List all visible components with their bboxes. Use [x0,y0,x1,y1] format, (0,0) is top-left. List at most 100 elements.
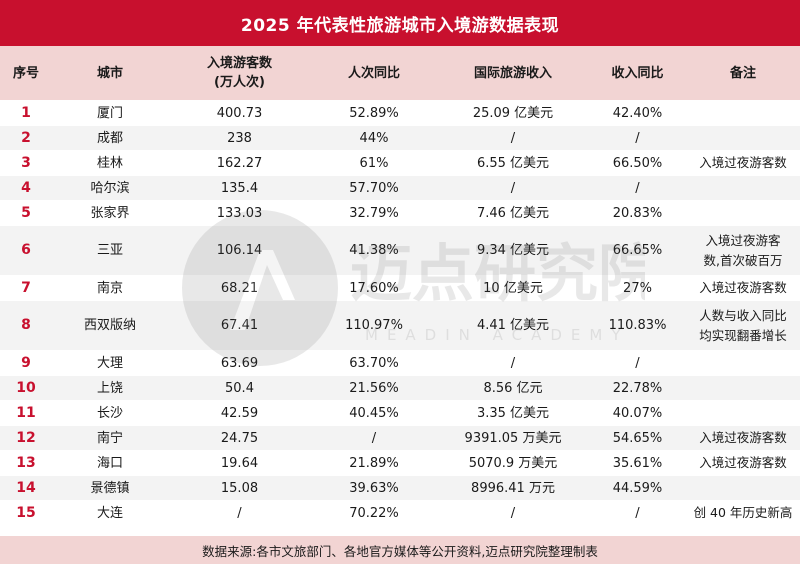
row-revenue-yoy: 22.78% [589,375,686,401]
row-revenue-yoy: 44.59% [589,475,686,501]
row-city: 厦门 [52,100,168,126]
row-revenue-yoy: 66.65% [589,225,686,276]
row-note [686,350,800,376]
row-revenue-yoy: 35.61% [589,450,686,476]
row-note: 创 40 年历史新高 [686,500,800,526]
row-arrivals-yoy: 61% [311,150,437,176]
row-rank: 15 [0,500,52,526]
header-row: 序号 城市 入境游客数 (万人次) 人次同比 国际旅游收入 收入同比 备注 [0,46,800,101]
row-revenue: 7.46 亿美元 [437,200,589,226]
row-arrivals-yoy: 32.79% [311,200,437,226]
row-revenue: 3.35 亿美元 [437,400,589,426]
row-revenue-yoy: 40.07% [589,400,686,426]
row-rank: 9 [0,350,52,376]
row-note-line2: 数,首次破百万 [703,252,783,268]
row-rank: 6 [0,225,52,276]
row-revenue-yoy: 54.65% [589,425,686,451]
row-arrivals: 106.14 [168,225,311,276]
row-arrivals-yoy: 40.45% [311,400,437,426]
row-rank: 1 [0,100,52,126]
row-revenue: 8.56 亿元 [437,375,589,401]
row-arrivals-yoy: 39.63% [311,475,437,501]
row-city: 南宁 [52,425,168,451]
row-arrivals: 50.4 [168,375,311,401]
row-revenue-yoy: / [589,175,686,201]
table-row: 13 海口 19.64 21.89% 5070.9 万美元 35.61% 入境过… [0,450,800,476]
header-arrivals-line2: (万人次) [214,75,265,90]
row-note-line1: 人数与收入同比 [699,307,787,323]
table-row: 10 上饶 50.4 21.56% 8.56 亿元 22.78% [0,375,800,401]
table-title: 2025 年代表性旅游城市入境游数据表现 [0,0,800,46]
row-note: 入境过夜游客 数,首次破百万 [686,225,800,276]
row-revenue: 9391.05 万美元 [437,425,589,451]
row-note [686,475,800,501]
row-revenue: 9.34 亿美元 [437,225,589,276]
row-arrivals: 238 [168,125,311,151]
row-city: 三亚 [52,225,168,276]
table-row: 15 大连 / 70.22% / / 创 40 年历史新高 [0,500,800,526]
header-note: 备注 [686,46,800,101]
row-arrivals-yoy: 52.89% [311,100,437,126]
row-rank: 5 [0,200,52,226]
row-city: 张家界 [52,200,168,226]
row-arrivals: 67.41 [168,300,311,351]
row-note [686,100,800,126]
row-revenue: 10 亿美元 [437,275,589,301]
row-revenue-yoy: 110.83% [589,300,686,351]
row-note [686,375,800,401]
row-rank: 8 [0,300,52,351]
row-arrivals-yoy: / [311,425,437,451]
row-city: 南京 [52,275,168,301]
data-table: 序号 城市 入境游客数 (万人次) 人次同比 国际旅游收入 收入同比 备注 1 … [0,46,800,526]
row-revenue-yoy: 20.83% [589,200,686,226]
row-rank: 7 [0,275,52,301]
table-row: 1 厦门 400.73 52.89% 25.09 亿美元 42.40% [0,100,800,126]
table-row: 8 西双版纳 67.41 110.97% 4.41 亿美元 110.83% 人数… [0,300,800,351]
row-note-line1: 入境过夜游客 [705,232,781,248]
row-note [686,200,800,226]
row-city: 长沙 [52,400,168,426]
row-note [686,125,800,151]
row-arrivals-yoy: 41.38% [311,225,437,276]
header-arrivals-yoy: 人次同比 [311,46,437,101]
table-row: 7 南京 68.21 17.60% 10 亿美元 27% 入境过夜游客数 [0,275,800,301]
row-revenue: 6.55 亿美元 [437,150,589,176]
row-revenue: / [437,175,589,201]
row-arrivals-yoy: 21.89% [311,450,437,476]
row-arrivals-yoy: 110.97% [311,300,437,351]
row-rank: 2 [0,125,52,151]
table-row: 12 南宁 24.75 / 9391.05 万美元 54.65% 入境过夜游客数 [0,425,800,451]
row-city: 桂林 [52,150,168,176]
row-revenue-yoy: / [589,500,686,526]
row-rank: 10 [0,375,52,401]
row-arrivals-yoy: 21.56% [311,375,437,401]
row-note: 入境过夜游客数 [686,425,800,451]
row-rank: 13 [0,450,52,476]
row-arrivals: / [168,500,311,526]
row-arrivals: 135.4 [168,175,311,201]
table-row: 5 张家界 133.03 32.79% 7.46 亿美元 20.83% [0,200,800,226]
row-revenue: 25.09 亿美元 [437,100,589,126]
row-revenue-yoy: 27% [589,275,686,301]
row-arrivals: 24.75 [168,425,311,451]
row-note: 入境过夜游客数 [686,275,800,301]
table-row: 6 三亚 106.14 41.38% 9.34 亿美元 66.65% 入境过夜游… [0,225,800,276]
row-revenue: / [437,500,589,526]
row-note: 入境过夜游客数 [686,150,800,176]
row-rank: 11 [0,400,52,426]
row-revenue: 8996.41 万元 [437,475,589,501]
row-city: 大理 [52,350,168,376]
table-row: 9 大理 63.69 63.70% / / [0,350,800,376]
row-revenue: / [437,125,589,151]
row-rank: 3 [0,150,52,176]
row-revenue-yoy: 42.40% [589,100,686,126]
table-row: 14 景德镇 15.08 39.63% 8996.41 万元 44.59% [0,475,800,501]
table-row: 11 长沙 42.59 40.45% 3.35 亿美元 40.07% [0,400,800,426]
row-note [686,400,800,426]
row-revenue-yoy: / [589,350,686,376]
row-city: 哈尔滨 [52,175,168,201]
table-row: 4 哈尔滨 135.4 57.70% / / [0,175,800,201]
header-arrivals-line1: 入境游客数 [206,56,272,71]
row-city: 成都 [52,125,168,151]
